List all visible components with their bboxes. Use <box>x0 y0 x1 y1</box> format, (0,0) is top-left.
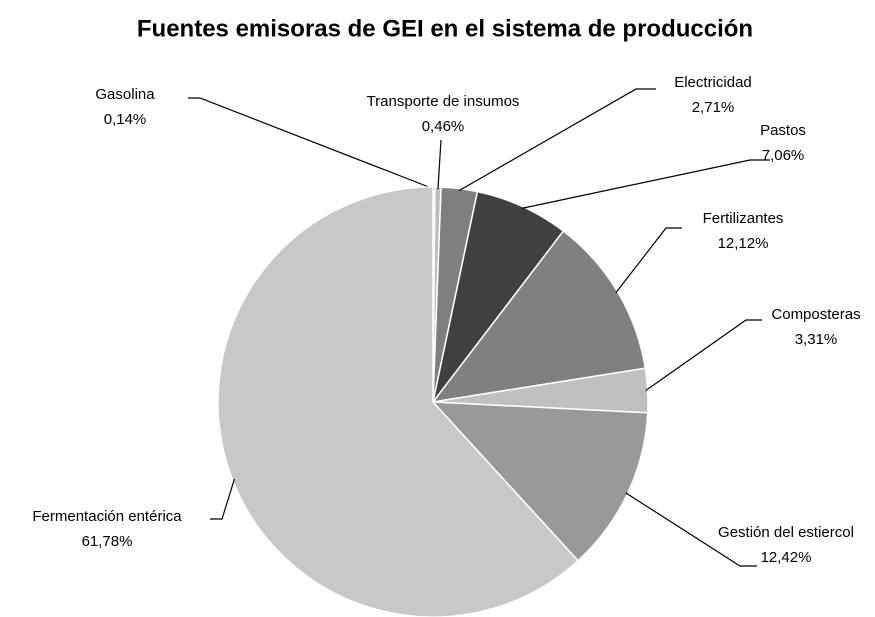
slice-label: Fertilizantes <box>703 210 784 227</box>
pie-slice <box>431 229 647 404</box>
leader-line <box>645 319 762 392</box>
slice-label: Pastos <box>760 122 806 139</box>
slice-label: Transporte de insumos <box>367 93 520 110</box>
slice-label: Fermentación entérica <box>32 508 182 525</box>
chart-title: Fuentes emisoras de GEI en el sistema de… <box>137 15 753 42</box>
leader-line <box>188 97 435 190</box>
leader-line <box>210 478 235 520</box>
leader-line <box>458 88 656 192</box>
slice-value-label: 0,14% <box>104 111 147 128</box>
slice-label: Gestión del estiercol <box>718 524 854 541</box>
leader-line <box>615 227 682 294</box>
slice-label: Gasolina <box>95 86 155 103</box>
slice-value-label: 3,31% <box>795 331 838 348</box>
slice-value-label: 12,42% <box>761 549 812 566</box>
slice-value-label: 2,71% <box>692 99 735 116</box>
leader-line <box>437 139 442 190</box>
pie-slice <box>217 186 580 617</box>
slice-label: Composteras <box>771 306 860 323</box>
slice-value-label: 61,78% <box>82 533 133 550</box>
slice-value-label: 12,12% <box>718 235 769 252</box>
slice-label: Electricidad <box>674 74 752 91</box>
leader-line <box>521 159 770 209</box>
leader-line <box>625 492 757 567</box>
slice-value-label: 0,46% <box>422 118 465 135</box>
slice-value-label: 7,06% <box>762 147 805 164</box>
